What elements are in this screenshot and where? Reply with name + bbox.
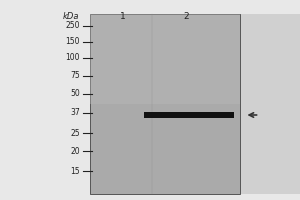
- Bar: [240, 14, 300, 194]
- Text: 25: 25: [70, 129, 80, 138]
- Text: 50: 50: [70, 90, 80, 98]
- Text: 15: 15: [70, 166, 80, 176]
- Text: 100: 100: [66, 53, 80, 62]
- Text: 250: 250: [66, 21, 80, 30]
- Text: 37: 37: [70, 108, 80, 117]
- Text: kDa: kDa: [62, 12, 79, 21]
- Text: 2: 2: [183, 12, 189, 21]
- Bar: [144, 112, 234, 118]
- Text: 150: 150: [66, 38, 80, 46]
- Bar: [90, 14, 240, 194]
- Text: 20: 20: [70, 146, 80, 156]
- Bar: [90, 14, 240, 104]
- Text: 75: 75: [70, 72, 80, 80]
- Text: 1: 1: [120, 12, 126, 21]
